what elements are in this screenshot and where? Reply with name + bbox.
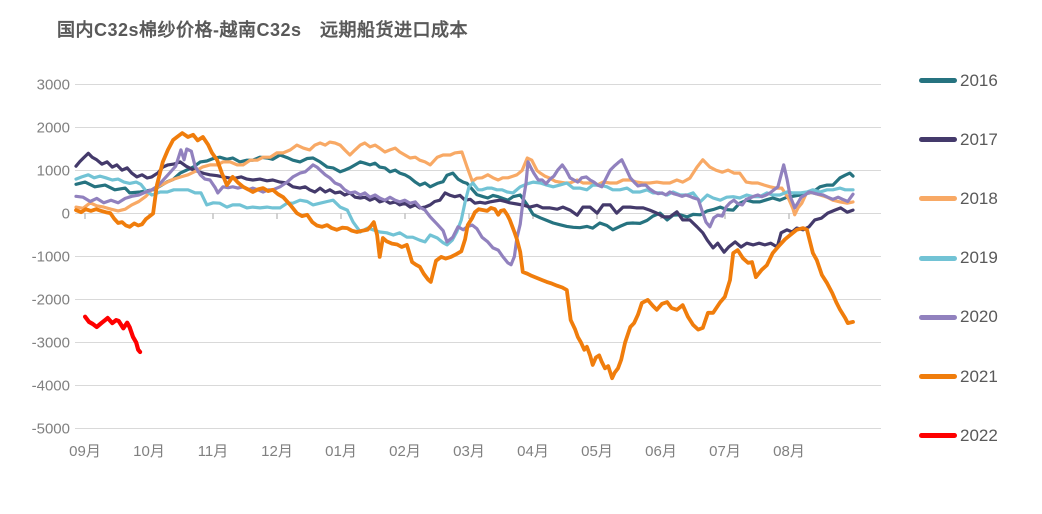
legend-label: 2022 [960, 425, 998, 445]
legend-item-2018: 2018 [919, 169, 1039, 228]
x-axis-tick-label: 07月 [709, 443, 741, 460]
series-line-2018 [74, 140, 855, 217]
legend-item-2017: 2017 [919, 110, 1039, 169]
x-axis-tick-label: 10月 [133, 443, 165, 460]
series-line-2021 [74, 131, 855, 381]
y-axis-tick-label: -2000 [32, 292, 70, 309]
y-axis-tick-label: 1000 [37, 163, 70, 180]
series-line-2020 [74, 147, 855, 267]
x-axis-tick-label: 04月 [517, 443, 549, 460]
series-line-2016 [74, 153, 855, 232]
x-axis-tick-label: 02月 [389, 443, 421, 460]
y-axis-tick-label: 3000 [37, 77, 70, 94]
legend-swatch-2016 [919, 78, 957, 84]
legend-swatch-2020 [919, 314, 957, 320]
series-line-2022 [82, 314, 143, 355]
x-axis-tick-label: 05月 [581, 443, 613, 460]
legend: 2016 2017 2018 2019 2020 2021 2022 [919, 51, 1039, 465]
legend-swatch-2017 [919, 137, 957, 143]
legend-label: 2020 [960, 307, 998, 327]
legend-label: 2016 [960, 70, 998, 90]
x-axis-tick-label: 01月 [325, 443, 357, 460]
legend-label: 2021 [960, 366, 998, 386]
legend-item-2019: 2019 [919, 229, 1039, 288]
legend-label: 2018 [960, 188, 998, 208]
legend-swatch-2019 [919, 255, 957, 261]
x-axis-tick-label: 09月 [69, 443, 101, 460]
legend-item-2016: 2016 [919, 51, 1039, 110]
y-axis-tick-label: 2000 [37, 120, 70, 137]
chart-title: 国内C32s棉纱价格-越南C32s 远期船货进口成本 [57, 20, 469, 40]
y-axis-tick-label: -1000 [32, 249, 70, 266]
x-axis-tick-label: 12月 [261, 443, 293, 460]
y-axis-tick-label: -3000 [32, 335, 70, 352]
x-axis-tick-label: 06月 [645, 443, 677, 460]
series-line-2019 [74, 173, 855, 247]
legend-swatch-2022 [919, 433, 957, 439]
legend-item-2020: 2020 [919, 288, 1039, 347]
y-axis-tick-label: -5000 [32, 421, 70, 438]
legend-label: 2019 [960, 248, 998, 268]
x-axis-tick-label: 11月 [198, 443, 229, 460]
legend-item-2021: 2021 [919, 347, 1039, 406]
x-axis-tick-label: 03月 [453, 443, 485, 460]
x-axis-tick-label: 08月 [773, 443, 805, 460]
y-axis-tick-label: -4000 [32, 378, 70, 395]
legend-swatch-2021 [919, 374, 957, 380]
legend-item-2022: 2022 [919, 406, 1039, 465]
legend-label: 2017 [960, 129, 998, 149]
legend-swatch-2018 [919, 196, 957, 202]
y-axis-tick-label: 0 [62, 206, 70, 223]
series-line-2017 [74, 151, 855, 254]
